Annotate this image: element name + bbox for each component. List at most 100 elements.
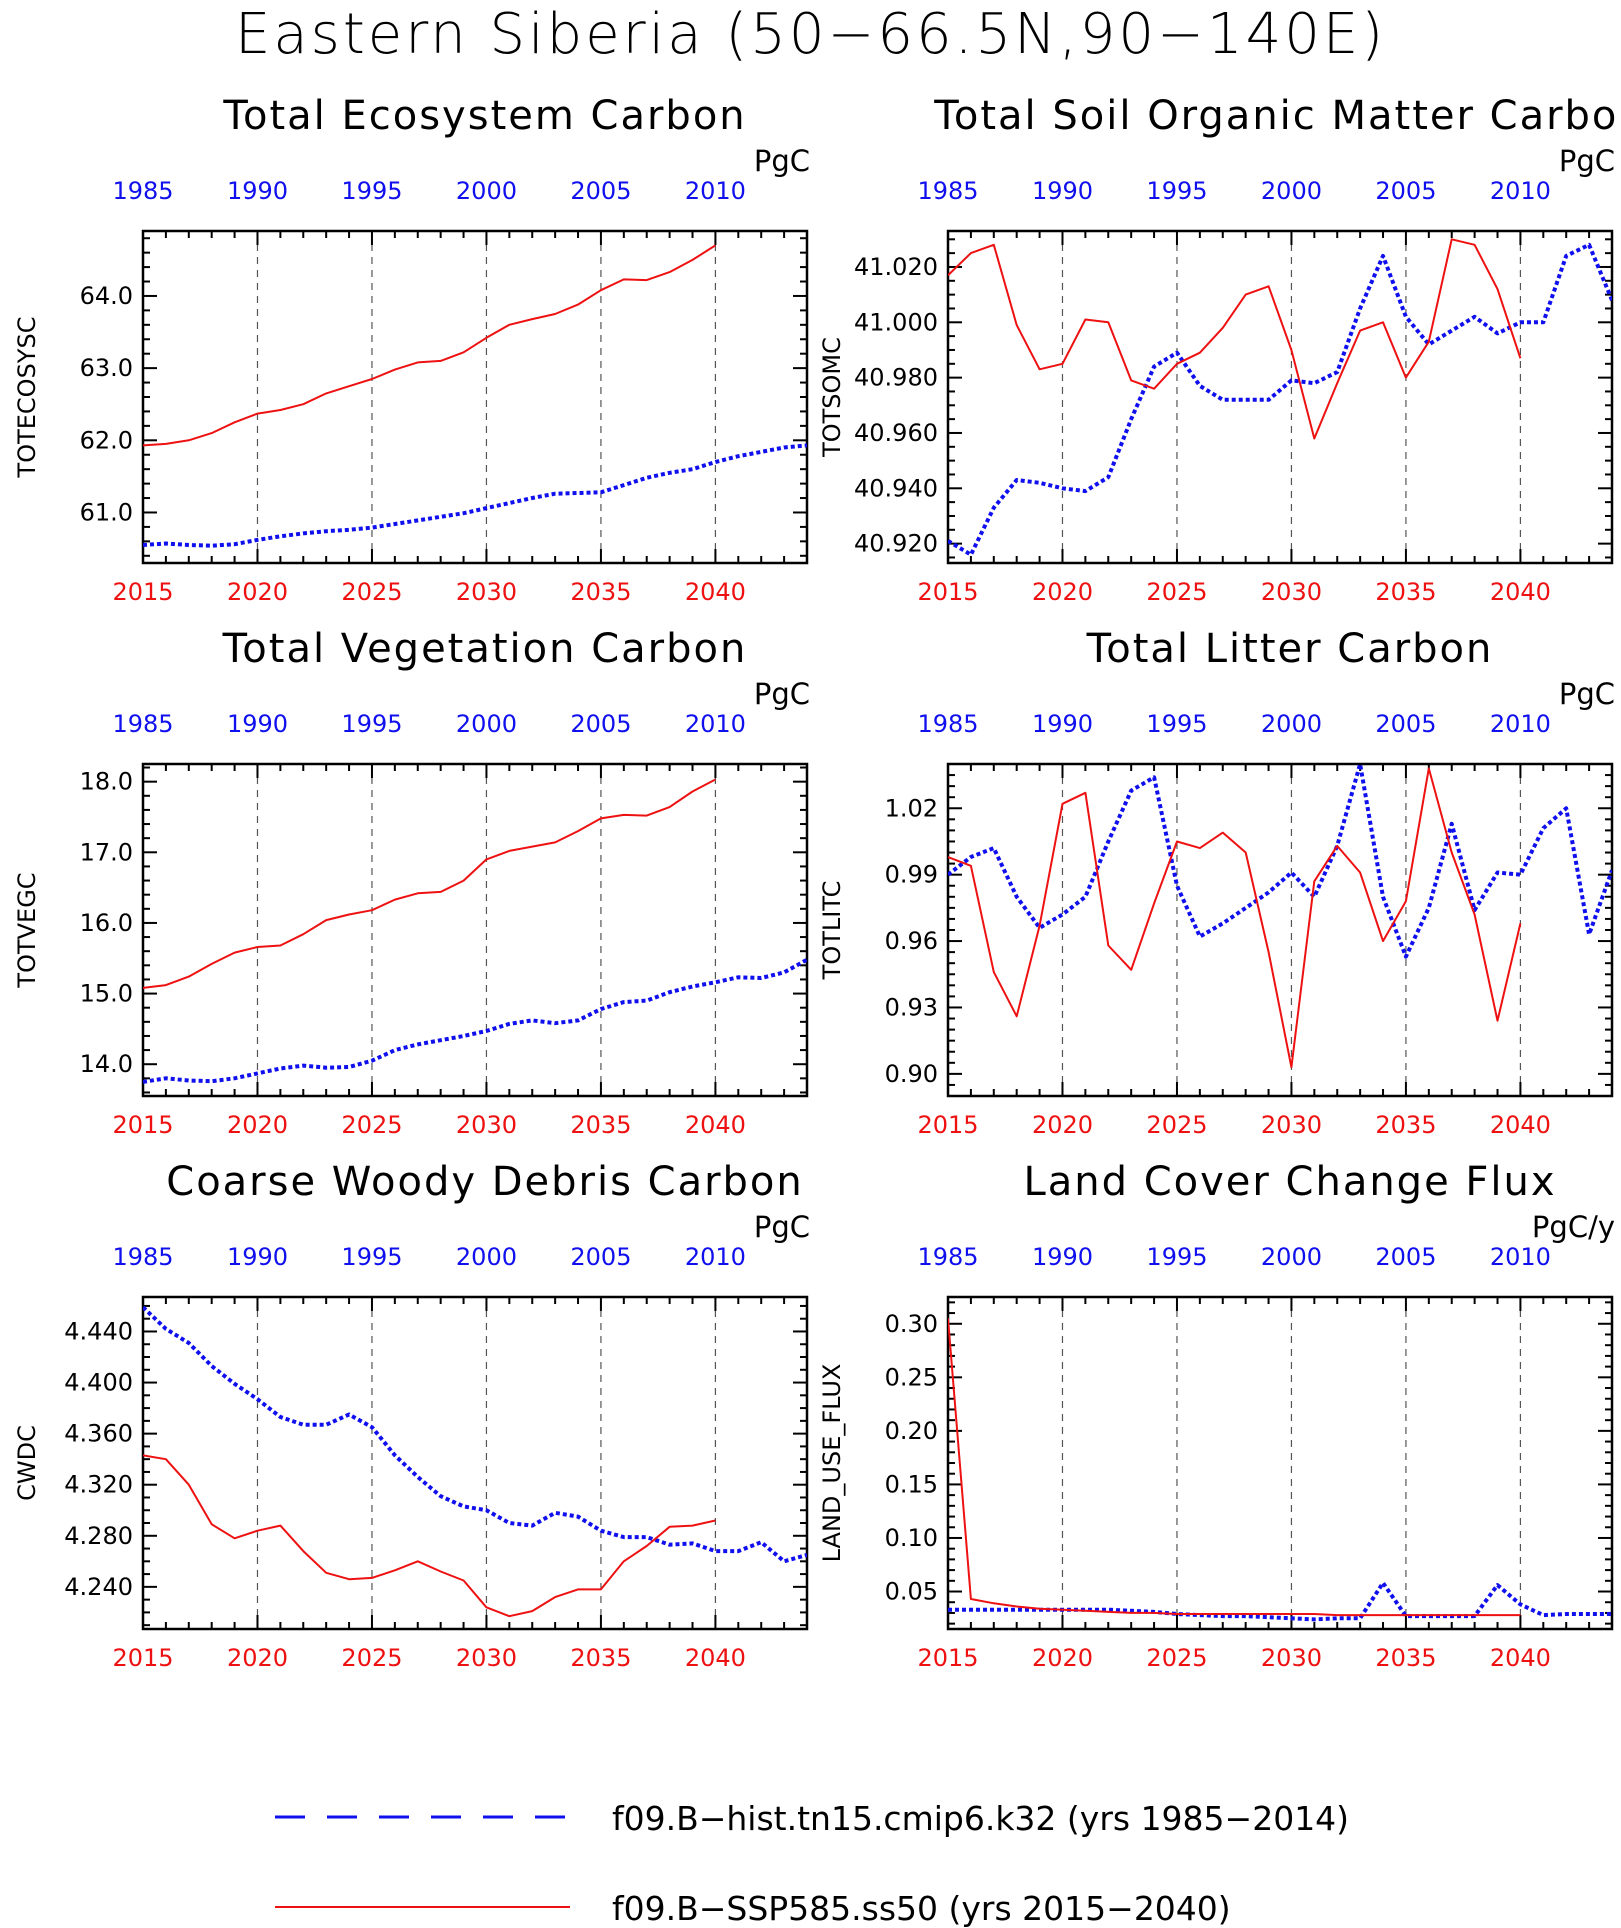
x-top-tick-label: 2010 bbox=[1490, 177, 1551, 205]
y-tick-label: 4.280 bbox=[64, 1522, 133, 1550]
x-tick-label: 2035 bbox=[570, 578, 631, 606]
x-tick-label: 2020 bbox=[227, 1111, 288, 1139]
y-tick-label: 15.0 bbox=[80, 980, 133, 1008]
chart-title: Land Cover Change Flux bbox=[1023, 1159, 1556, 1205]
y-tick-label: 4.440 bbox=[64, 1317, 133, 1345]
x-tick-label: 2020 bbox=[1032, 578, 1093, 606]
x-top-tick-label: 1990 bbox=[1032, 177, 1093, 205]
plot-frame bbox=[141, 229, 809, 565]
x-tick-label: 2025 bbox=[1146, 1644, 1207, 1672]
x-tick-label: 2030 bbox=[456, 1111, 517, 1139]
y-tick-label: 62.0 bbox=[80, 426, 133, 454]
y-tick-label: 63.0 bbox=[80, 354, 133, 382]
plot-frame bbox=[141, 1295, 809, 1631]
x-top-tick-label: 1995 bbox=[1146, 710, 1207, 738]
x-top-tick-label: 1995 bbox=[341, 177, 402, 205]
x-tick-label: 2025 bbox=[341, 1644, 402, 1672]
y-tick-label: 0.90 bbox=[885, 1060, 938, 1088]
x-tick-label: 2030 bbox=[1261, 578, 1322, 606]
x-tick-label: 2015 bbox=[917, 1111, 978, 1139]
x-top-tick-label: 2000 bbox=[456, 710, 517, 738]
x-tick-label: 2020 bbox=[227, 578, 288, 606]
y-tick-label: 4.360 bbox=[64, 1420, 133, 1448]
units-label: PgC bbox=[754, 677, 810, 711]
x-top-tick-label: 2000 bbox=[1261, 177, 1322, 205]
page-title: Eastern Siberia (50−66.5N,90−140E) bbox=[234, 2, 1387, 67]
plot-frame bbox=[946, 229, 1614, 565]
y-axis-label: TOTECOSYSC bbox=[13, 317, 41, 479]
y-tick-label: 0.99 bbox=[885, 861, 938, 889]
x-tick-label: 2020 bbox=[1032, 1644, 1093, 1672]
y-tick-label: 64.0 bbox=[80, 282, 133, 310]
y-axis-label: TOTLITC bbox=[818, 881, 846, 981]
series-ssp-line bbox=[948, 767, 1522, 1069]
units-label: PgC bbox=[754, 144, 810, 178]
x-tick-label: 2015 bbox=[917, 1644, 978, 1672]
x-top-tick-label: 1995 bbox=[341, 710, 402, 738]
x-top-tick-label: 1985 bbox=[917, 710, 978, 738]
y-tick-label: 41.000 bbox=[854, 308, 938, 336]
y-tick-label: 41.020 bbox=[854, 253, 938, 281]
x-tick-label: 2015 bbox=[112, 1111, 173, 1139]
plot-frame bbox=[946, 1295, 1614, 1631]
y-tick-label: 18.0 bbox=[80, 768, 133, 796]
x-top-tick-label: 1985 bbox=[917, 177, 978, 205]
x-top-tick-label: 1990 bbox=[227, 177, 288, 205]
x-tick-label: 2025 bbox=[1146, 1111, 1207, 1139]
y-tick-label: 0.30 bbox=[885, 1310, 938, 1338]
x-tick-label: 2040 bbox=[685, 578, 746, 606]
y-tick-label: 4.320 bbox=[64, 1471, 133, 1499]
chart-title: Total Vegetation Carbon bbox=[222, 626, 748, 672]
chart-panel-4: Total Litter Carbon PgC TOTLITC 2015 2020 202… bbox=[818, 626, 1615, 1139]
x-top-tick-label: 1995 bbox=[1146, 1243, 1207, 1271]
y-tick-label: 16.0 bbox=[80, 909, 133, 937]
x-top-tick-label: 1995 bbox=[1146, 177, 1207, 205]
series-ssp-line bbox=[948, 1318, 1521, 1617]
series-hist-line bbox=[948, 1580, 1612, 1622]
x-top-tick-label: 2005 bbox=[570, 177, 631, 205]
x-tick-label: 2035 bbox=[570, 1644, 631, 1672]
x-tick-label: 2040 bbox=[1490, 1644, 1551, 1672]
x-top-tick-label: 1985 bbox=[112, 710, 173, 738]
x-top-tick-label: 2005 bbox=[570, 710, 631, 738]
series-hist-line bbox=[143, 1305, 807, 1564]
x-top-tick-label: 1985 bbox=[112, 177, 173, 205]
series-ssp-line bbox=[948, 238, 1522, 440]
x-tick-label: 2025 bbox=[341, 1111, 402, 1139]
chart-panel-2: Total Soil Organic Matter Carbon PgC TOTSO… bbox=[818, 93, 1621, 606]
x-top-tick-label: 2010 bbox=[685, 710, 746, 738]
units-label: PgC/y bbox=[1532, 1210, 1615, 1244]
x-tick-label: 2035 bbox=[1375, 1644, 1436, 1672]
x-top-tick-label: 1985 bbox=[917, 1243, 978, 1271]
x-top-tick-label: 1995 bbox=[341, 1243, 402, 1271]
y-axis-label: CWDC bbox=[13, 1425, 41, 1501]
x-tick-label: 2035 bbox=[570, 1111, 631, 1139]
x-tick-label: 2015 bbox=[112, 578, 173, 606]
y-axis-label: LAND_USE_FLUX bbox=[818, 1364, 846, 1563]
chart-title: Total Soil Organic Matter Carbon bbox=[933, 93, 1621, 139]
units-label: PgC bbox=[1559, 144, 1615, 178]
y-tick-label: 4.240 bbox=[64, 1573, 133, 1601]
x-tick-label: 2020 bbox=[227, 1644, 288, 1672]
x-tick-label: 2020 bbox=[1032, 1111, 1093, 1139]
x-tick-label: 2030 bbox=[456, 1644, 517, 1672]
chart-title: Total Ecosystem Carbon bbox=[222, 93, 746, 139]
y-tick-label: 0.20 bbox=[885, 1417, 938, 1445]
x-tick-label: 2030 bbox=[456, 578, 517, 606]
y-tick-label: 4.400 bbox=[64, 1369, 133, 1397]
x-tick-label: 2025 bbox=[341, 578, 402, 606]
x-tick-label: 2030 bbox=[1261, 1644, 1322, 1672]
x-tick-label: 2025 bbox=[1146, 578, 1207, 606]
plot-frame bbox=[141, 762, 809, 1098]
x-top-tick-label: 2000 bbox=[1261, 1243, 1322, 1271]
y-tick-label: 40.980 bbox=[854, 364, 938, 392]
x-tick-label: 2040 bbox=[685, 1111, 746, 1139]
series-ssp-line bbox=[143, 1454, 716, 1618]
y-tick-label: 40.940 bbox=[854, 474, 938, 502]
series-hist-line bbox=[143, 957, 807, 1084]
x-top-tick-label: 1990 bbox=[1032, 710, 1093, 738]
x-tick-label: 2035 bbox=[1375, 1111, 1436, 1139]
